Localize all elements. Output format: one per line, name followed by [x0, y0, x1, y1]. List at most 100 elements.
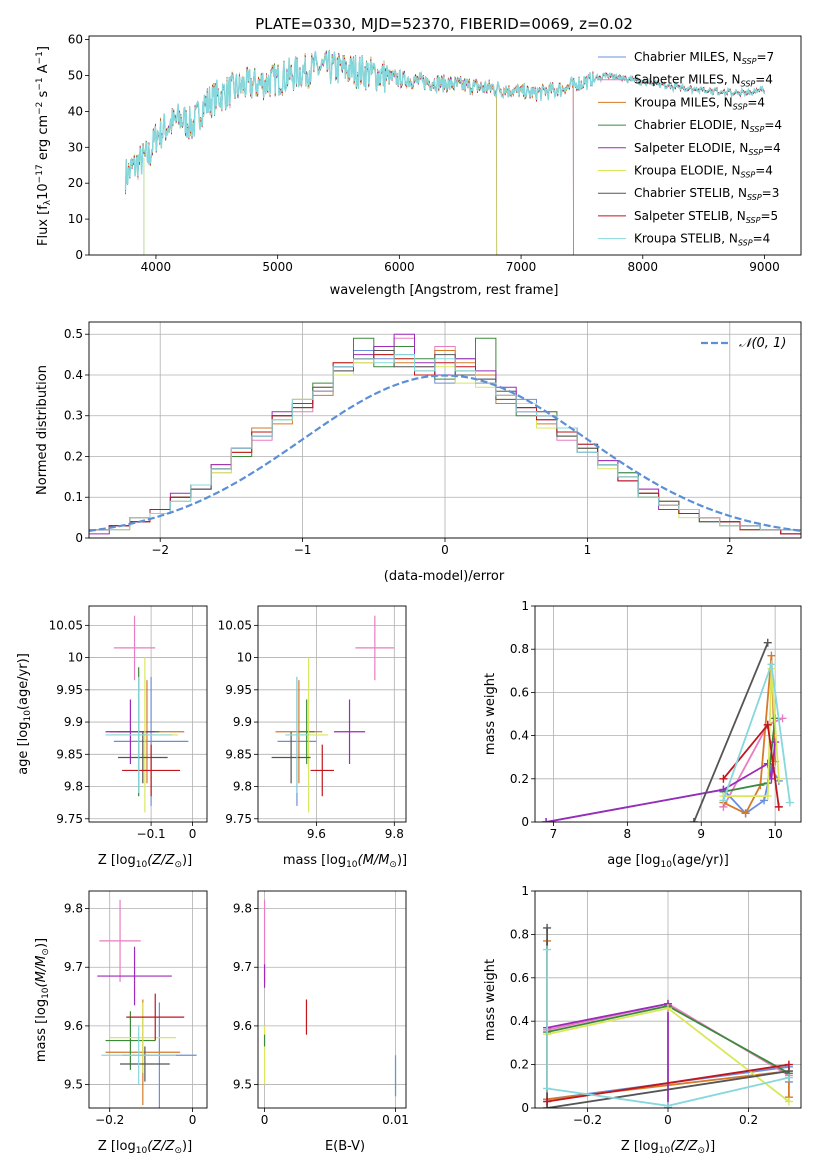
- weight-vs-age-marker: [763, 638, 772, 647]
- mass-vs-Z-xtick-label: −0.2: [95, 1113, 124, 1127]
- label-segment: −17: [35, 164, 45, 183]
- weight-vs-Z-line: [546, 949, 790, 1107]
- weight-vs-Z-xtick-label: −0.2: [573, 1113, 602, 1127]
- weight-vs-Z-marker: [784, 1097, 793, 1106]
- legend-count: =5: [760, 209, 778, 223]
- label-segment: (Z/Z: [670, 1139, 698, 1154]
- age-vs-mass-ytick-label: 9.75: [225, 812, 252, 826]
- weight-vs-age-marker: [774, 774, 783, 783]
- residuals-ytick-label: 0.5: [64, 327, 83, 341]
- legend-model: Chabrier ELODIE, N: [634, 118, 750, 132]
- legend-sub: SSP: [741, 80, 756, 89]
- residuals-xtick-label: 2: [726, 543, 734, 557]
- residuals-xtick-label: 0: [441, 543, 449, 557]
- age-vs-mass-frame: [257, 605, 407, 823]
- spectrum-legend-label: Salpeter STELIB, NSSP=5: [634, 209, 778, 225]
- weight-vs-age-xtick-label: 8: [624, 827, 632, 841]
- mass-vs-ebv-ytick-label: 9.5: [233, 1078, 252, 1092]
- label-segment: 10: [136, 1146, 148, 1156]
- mass-vs-Z-ytick-label: 9.5: [64, 1078, 83, 1092]
- mass-vs-Z-xlabel: Z [log10(Z/Z⊙)]: [98, 1139, 192, 1156]
- label-segment: Z [log: [621, 1139, 659, 1154]
- spectrum-series-salpeter-miles: [125, 51, 574, 255]
- weight-vs-age-marker: [767, 660, 776, 669]
- age-vs-mass-ytick-label: 10: [237, 651, 252, 665]
- weight-vs-age-ytick-label: 0.4: [510, 729, 529, 743]
- mass-vs-Z-ytick-label: 9.6: [64, 1019, 83, 1033]
- weight-vs-Z-marker: [543, 1097, 552, 1106]
- legend-sub: SSP: [747, 193, 762, 202]
- mass-vs-ebv-ytick-label: 9.6: [233, 1019, 252, 1033]
- weight-vs-Z-xtick-label: 0.2: [739, 1113, 758, 1127]
- spectrum-ytick-label: 0: [75, 248, 83, 262]
- legend-model: Salpeter MILES, N: [634, 73, 741, 87]
- spectrum-xtick-label: 4000: [141, 260, 172, 274]
- age-vs-mass-xlabel: mass [log10(M/M⊙)]: [283, 853, 407, 870]
- mass-vs-ebv-frame: [257, 890, 407, 1109]
- legend-sub: SSP: [750, 125, 765, 134]
- weight-vs-Z-ytick-label: 0.4: [510, 1014, 529, 1028]
- spectrum-xtick-label: 6000: [384, 260, 415, 274]
- legend-count: =7: [756, 50, 774, 64]
- spectrum-xtick-label: 9000: [749, 260, 780, 274]
- residuals-ytick-label: 0.4: [64, 368, 83, 382]
- label-segment: ⊙: [41, 948, 51, 956]
- age-vs-mass-ytick-label: 10.05: [218, 618, 252, 632]
- weight-vs-age-marker: [763, 720, 772, 729]
- spectrum-legend-label: Kroupa ELODIE, NSSP=4: [634, 164, 773, 180]
- mass-vs-Z-ytick-label: 9.8: [64, 902, 83, 916]
- label-segment: 10: [136, 860, 148, 870]
- legend-sub: SSP: [748, 148, 763, 157]
- weight-vs-age-ytick-label: 1: [521, 599, 529, 613]
- weight-vs-Z-ytick-label: 0: [521, 1101, 529, 1115]
- weight-vs-Z-marker: [543, 923, 552, 932]
- weight-vs-age-line: [545, 742, 776, 822]
- label-segment: mass [log: [34, 999, 49, 1062]
- label-segment: )]: [182, 1139, 192, 1154]
- figure-title: PLATE=0330, MJD=52370, FIBERID=0069, z=0…: [255, 15, 633, 33]
- spectrum-ytick-label: 40: [68, 104, 83, 118]
- spectrum-ylabel: Flux [fλ10−17 erg cm−2 s−1 A−1]: [35, 46, 53, 246]
- weight-vs-Z-xtick-label: 0: [664, 1113, 672, 1127]
- legend-count: =4: [753, 232, 771, 246]
- mass-vs-Z-ylabel: mass [log10(M/M⊙)]: [34, 938, 51, 1062]
- weight-vs-age-xlabel: age [log10(age/yr)]: [607, 853, 729, 870]
- spectrum-legend-label: Kroupa STELIB, NSSP=4: [634, 232, 770, 248]
- weight-vs-age-marker: [763, 792, 772, 801]
- weight-vs-age-ytick-label: 0: [521, 815, 529, 829]
- legend-model: Kroupa ELODIE, N: [634, 164, 741, 178]
- age-vs-Z-ytick-label: 9.95: [56, 683, 83, 697]
- weight-vs-age-xtick-label: 7: [550, 827, 558, 841]
- label-segment: Flux [f: [36, 205, 51, 246]
- label-segment: )]: [34, 938, 49, 948]
- age-vs-mass-ytick-label: 9.95: [225, 683, 252, 697]
- label-segment: (Z/Z: [147, 1139, 175, 1154]
- weight-vs-Z-line: [546, 1063, 790, 1103]
- text-layer: 4000 5000 6000 7000 8000 90000102030405060wav…: [16, 33, 786, 1156]
- weight-vs-age-marker: [741, 809, 750, 818]
- age-vs-mass-ytick-label: 9.8: [233, 780, 252, 794]
- spectrum-legend-label: Salpeter MILES, NSSP=4: [634, 73, 773, 89]
- legend-count: =3: [762, 186, 780, 200]
- label-segment: s: [36, 90, 51, 101]
- age-vs-Z-ytick-label: 10.05: [49, 618, 83, 632]
- weight-vs-age-marker: [771, 738, 780, 747]
- spectrum-ytick-label: 30: [68, 140, 83, 154]
- legend-count: =4: [763, 141, 781, 155]
- spectrum-xtick-label: 5000: [262, 260, 293, 274]
- weight-vs-age-marker: [719, 774, 728, 783]
- spectrum-legend-label: Chabrier ELODIE, NSSP=4: [634, 118, 782, 134]
- weight-vs-age-marker: [689, 818, 698, 822]
- legend-model: Kroupa STELIB, N: [634, 232, 738, 246]
- spectrum-ytick-label: 60: [68, 33, 83, 47]
- spectrum-legend-label: Kroupa MILES, NSSP=4: [634, 95, 765, 111]
- residuals-ytick-label: 0: [75, 531, 83, 545]
- label-segment: −2: [35, 102, 45, 115]
- spectrum-series-chabrier-miles: [125, 49, 574, 255]
- legend-model: Chabrier STELIB, N: [634, 186, 747, 200]
- age-vs-Z-xlabel: Z [log10(Z/Z⊙)]: [98, 853, 192, 870]
- gaussian-curve: [89, 374, 801, 532]
- label-segment: ⊙: [174, 1146, 182, 1156]
- weight-vs-age-xtick-label: 10: [767, 827, 782, 841]
- label-segment: λ: [43, 199, 53, 205]
